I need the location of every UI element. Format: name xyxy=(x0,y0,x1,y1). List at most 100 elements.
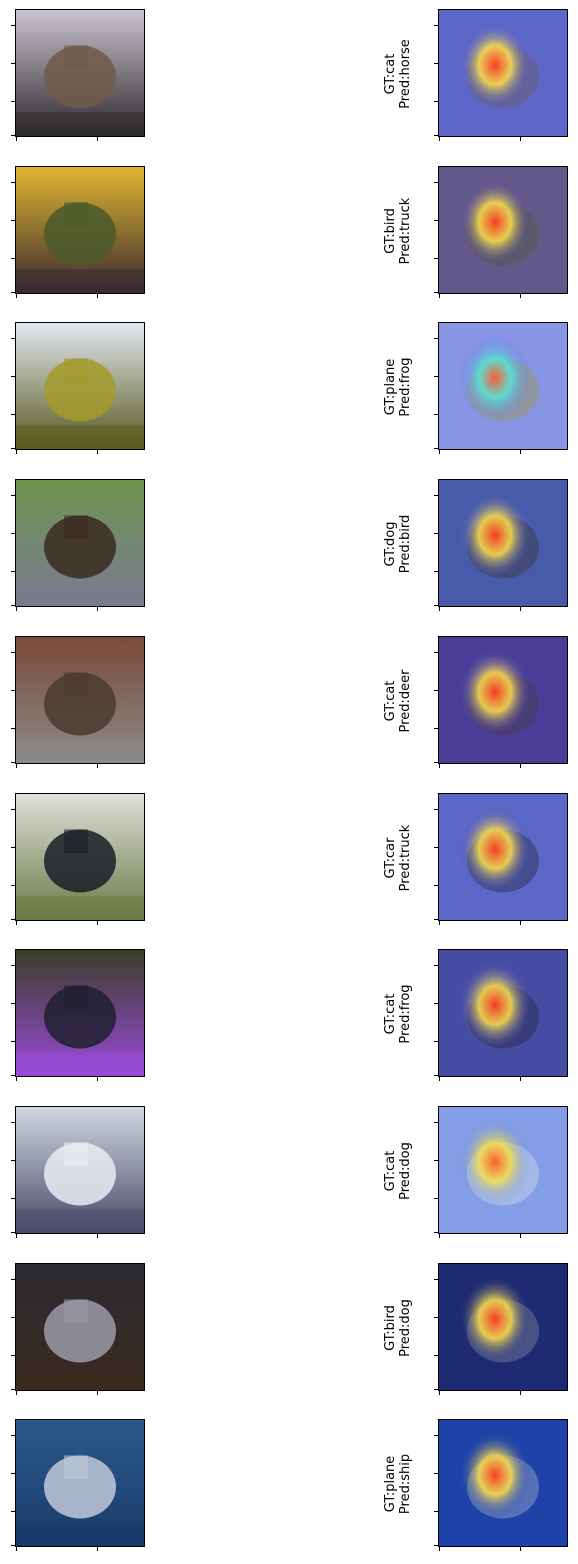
ground-truth-text: GT:plane xyxy=(383,1455,398,1513)
y-tick xyxy=(11,690,15,691)
y-tick xyxy=(434,809,438,810)
y-tick xyxy=(434,1355,438,1356)
x-tick xyxy=(97,294,98,298)
prediction-text: Pred:dog xyxy=(398,1142,413,1200)
y-tick xyxy=(11,1279,15,1280)
y-tick xyxy=(434,1160,438,1161)
y-tick xyxy=(434,258,438,259)
prediction-text: Pred:truck xyxy=(398,197,413,265)
y-tick xyxy=(434,495,438,496)
x-tick xyxy=(97,450,98,454)
gradcam-heatmap xyxy=(438,9,568,137)
figure-row: GT:plane Pred:ship xyxy=(0,1419,578,1551)
prediction-text: Pred:bird xyxy=(398,514,413,574)
x-tick xyxy=(439,450,440,454)
x-tick xyxy=(439,294,440,298)
y-tick xyxy=(434,448,438,449)
ground-truth-text: GT:cat xyxy=(383,993,398,1035)
x-tick xyxy=(520,921,521,925)
x-tick xyxy=(439,1077,440,1081)
y-tick xyxy=(11,1160,15,1161)
y-tick xyxy=(11,338,15,339)
y-tick xyxy=(11,1473,15,1474)
ground-truth-text: GT:dog xyxy=(383,521,398,567)
prediction-text: Pred:frog xyxy=(398,984,413,1044)
input-image xyxy=(15,793,145,921)
y-tick xyxy=(434,135,438,136)
y-tick xyxy=(11,762,15,763)
x-tick xyxy=(439,1391,440,1395)
x-tick xyxy=(97,137,98,141)
x-tick xyxy=(16,1391,17,1395)
prediction-text: Pred:deer xyxy=(398,669,413,733)
input-image xyxy=(15,1263,145,1391)
x-tick xyxy=(520,1077,521,1081)
figure-row: GT:cat Pred:dog xyxy=(0,1106,578,1238)
y-tick xyxy=(434,652,438,653)
gradcam-heatmap xyxy=(438,479,568,607)
y-tick xyxy=(434,220,438,221)
input-image xyxy=(15,9,145,137)
x-tick xyxy=(520,607,521,611)
y-tick xyxy=(11,495,15,496)
y-tick xyxy=(434,414,438,415)
y-tick xyxy=(434,847,438,848)
y-tick xyxy=(11,1041,15,1042)
y-tick xyxy=(11,101,15,102)
prediction-text: Pred:truck xyxy=(398,824,413,892)
y-tick xyxy=(434,292,438,293)
x-tick xyxy=(16,137,17,141)
x-tick xyxy=(439,607,440,611)
y-tick xyxy=(11,1511,15,1512)
y-tick xyxy=(434,1389,438,1390)
ground-truth-text: GT:bird xyxy=(383,1305,398,1351)
ground-truth-text: GT:cat xyxy=(383,680,398,722)
y-tick xyxy=(434,605,438,606)
y-tick xyxy=(11,448,15,449)
gradcam-heatmap xyxy=(438,949,568,1077)
input-image xyxy=(15,479,145,607)
input-image xyxy=(15,1106,145,1234)
x-tick xyxy=(16,764,17,768)
gradcam-heatmap xyxy=(438,1106,568,1234)
x-tick xyxy=(520,1234,521,1238)
y-tick xyxy=(11,220,15,221)
y-tick xyxy=(434,571,438,572)
y-tick xyxy=(11,1198,15,1199)
gradcam-heatmap xyxy=(438,166,568,294)
y-tick xyxy=(434,1317,438,1318)
y-tick xyxy=(434,63,438,64)
gradcam-heatmap xyxy=(438,793,568,921)
x-tick xyxy=(439,921,440,925)
x-tick xyxy=(97,921,98,925)
y-tick xyxy=(11,847,15,848)
x-tick xyxy=(439,1547,440,1551)
figure-row: GT:cat Pred:horse xyxy=(0,9,578,141)
prediction-text: Pred:ship xyxy=(398,1453,413,1515)
gradcam-heatmap xyxy=(438,322,568,450)
y-tick xyxy=(434,919,438,920)
y-tick xyxy=(11,1122,15,1123)
y-tick xyxy=(11,1317,15,1318)
x-tick xyxy=(16,1077,17,1081)
figure-row: GT:plane Pred:frog xyxy=(0,322,578,454)
y-tick xyxy=(11,25,15,26)
x-tick xyxy=(97,764,98,768)
y-tick xyxy=(11,728,15,729)
y-tick xyxy=(434,1435,438,1436)
y-tick xyxy=(434,25,438,26)
y-tick xyxy=(11,376,15,377)
prediction-text: Pred:horse xyxy=(398,39,413,109)
y-tick xyxy=(434,1473,438,1474)
y-tick xyxy=(11,135,15,136)
figure-row: GT:cat Pred:frog xyxy=(0,949,578,1081)
input-image xyxy=(15,1419,145,1547)
x-tick xyxy=(16,607,17,611)
x-tick xyxy=(97,1391,98,1395)
y-tick xyxy=(434,762,438,763)
y-tick xyxy=(11,885,15,886)
y-tick xyxy=(11,1389,15,1390)
ground-truth-text: GT:cat xyxy=(383,53,398,95)
y-tick xyxy=(434,533,438,534)
input-image xyxy=(15,949,145,1077)
